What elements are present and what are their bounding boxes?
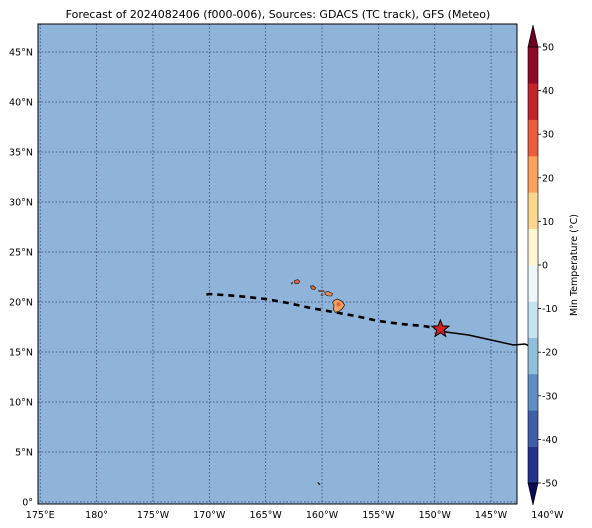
colorbar-tick-label: 10 <box>542 217 554 228</box>
colorbar-tick-label: 40 <box>542 86 554 97</box>
colorbar-tick-label: 0 <box>542 261 548 272</box>
lat-tick-label: 10°N <box>9 398 33 409</box>
colorbar-extend-max <box>527 24 539 48</box>
lon-tick-label: 140°W <box>531 510 564 521</box>
colorbar-segment <box>528 374 538 411</box>
colorbar-label: Min Temperature (°C) <box>569 214 580 316</box>
island-lanai <box>320 293 324 296</box>
colorbar-tick-label: -20 <box>542 348 558 359</box>
island-oahu <box>309 285 317 290</box>
storm-position-star-icon <box>430 318 451 338</box>
colorbar-tick-label: -10 <box>542 304 558 315</box>
lat-tick-label: 0° <box>22 498 33 509</box>
colorbar-extend-min <box>527 482 539 506</box>
lat-tick-label: 35°N <box>9 148 33 159</box>
lon-tick-label: 155°W <box>362 510 395 521</box>
figure-title: Forecast of 2024082406 (f000-006), Sourc… <box>66 8 491 21</box>
island-maui <box>324 291 333 297</box>
lon-tick-label: 175°W <box>137 510 170 521</box>
colorbar-segment <box>528 47 538 84</box>
colorbar-tick-label: -40 <box>542 435 558 446</box>
island-johnston-atoll <box>316 481 321 485</box>
island-kauai <box>293 279 300 285</box>
lat-tick-label: 20°N <box>9 298 33 309</box>
colorbar-tick-label: 50 <box>542 43 554 54</box>
colorbar-segment <box>528 119 538 157</box>
colorbar-segment <box>528 156 538 193</box>
map-frame <box>37 23 518 505</box>
graticule <box>38 24 517 504</box>
lat-tick-label: 15°N <box>9 348 33 359</box>
colorbar-segment <box>528 192 538 229</box>
storm-track-forecast <box>204 292 441 331</box>
lon-tick-label: 145°W <box>475 510 508 521</box>
lon-tick-label: 150°W <box>419 510 452 521</box>
lat-tick-label: 40°N <box>9 98 33 109</box>
lon-tick-label: 160°W <box>306 510 339 521</box>
island-molokai <box>318 289 325 293</box>
colorbar-tick-label: -30 <box>542 391 558 402</box>
lat-tick-label: 25°N <box>9 248 33 259</box>
lat-tick-label: 5°N <box>15 448 33 459</box>
hawaiian-islands <box>290 279 346 485</box>
map-panel <box>37 23 538 505</box>
lon-tick-label: 165°W <box>250 510 283 521</box>
colorbar: -50 -40 -30 -20 -10 0 10 20 30 40 50 <box>527 24 558 506</box>
colorbar-segment <box>528 410 538 447</box>
colorbar-segment <box>528 337 538 375</box>
lat-tick-label: 45°N <box>9 48 33 59</box>
colorbar-segment <box>528 265 538 302</box>
colorbar-segment <box>528 446 538 484</box>
colorbar-segment <box>528 301 538 338</box>
axis-tick-labels: 0° 5°N 10°N 15°N 20°N 25°N 30°N 35°N 40°N 45°N 175… <box>9 48 564 522</box>
lat-tick-label: 30°N <box>9 198 33 209</box>
storm-track-past <box>440 328 538 350</box>
lon-tick-label: 175°E <box>26 510 55 521</box>
colorbar-segment <box>528 228 538 266</box>
island-hawaii-peak <box>336 302 341 307</box>
lon-tick-label: 180° <box>85 510 108 521</box>
colorbar-tick-label: -50 <box>542 479 558 490</box>
colorbar-segment <box>528 83 538 120</box>
island-niihau <box>290 281 294 285</box>
lon-tick-label: 170°W <box>193 510 226 521</box>
colorbar-tick-label: 20 <box>542 173 554 184</box>
colorbar-tick-label: 30 <box>542 130 554 141</box>
ocean-background <box>38 24 517 504</box>
